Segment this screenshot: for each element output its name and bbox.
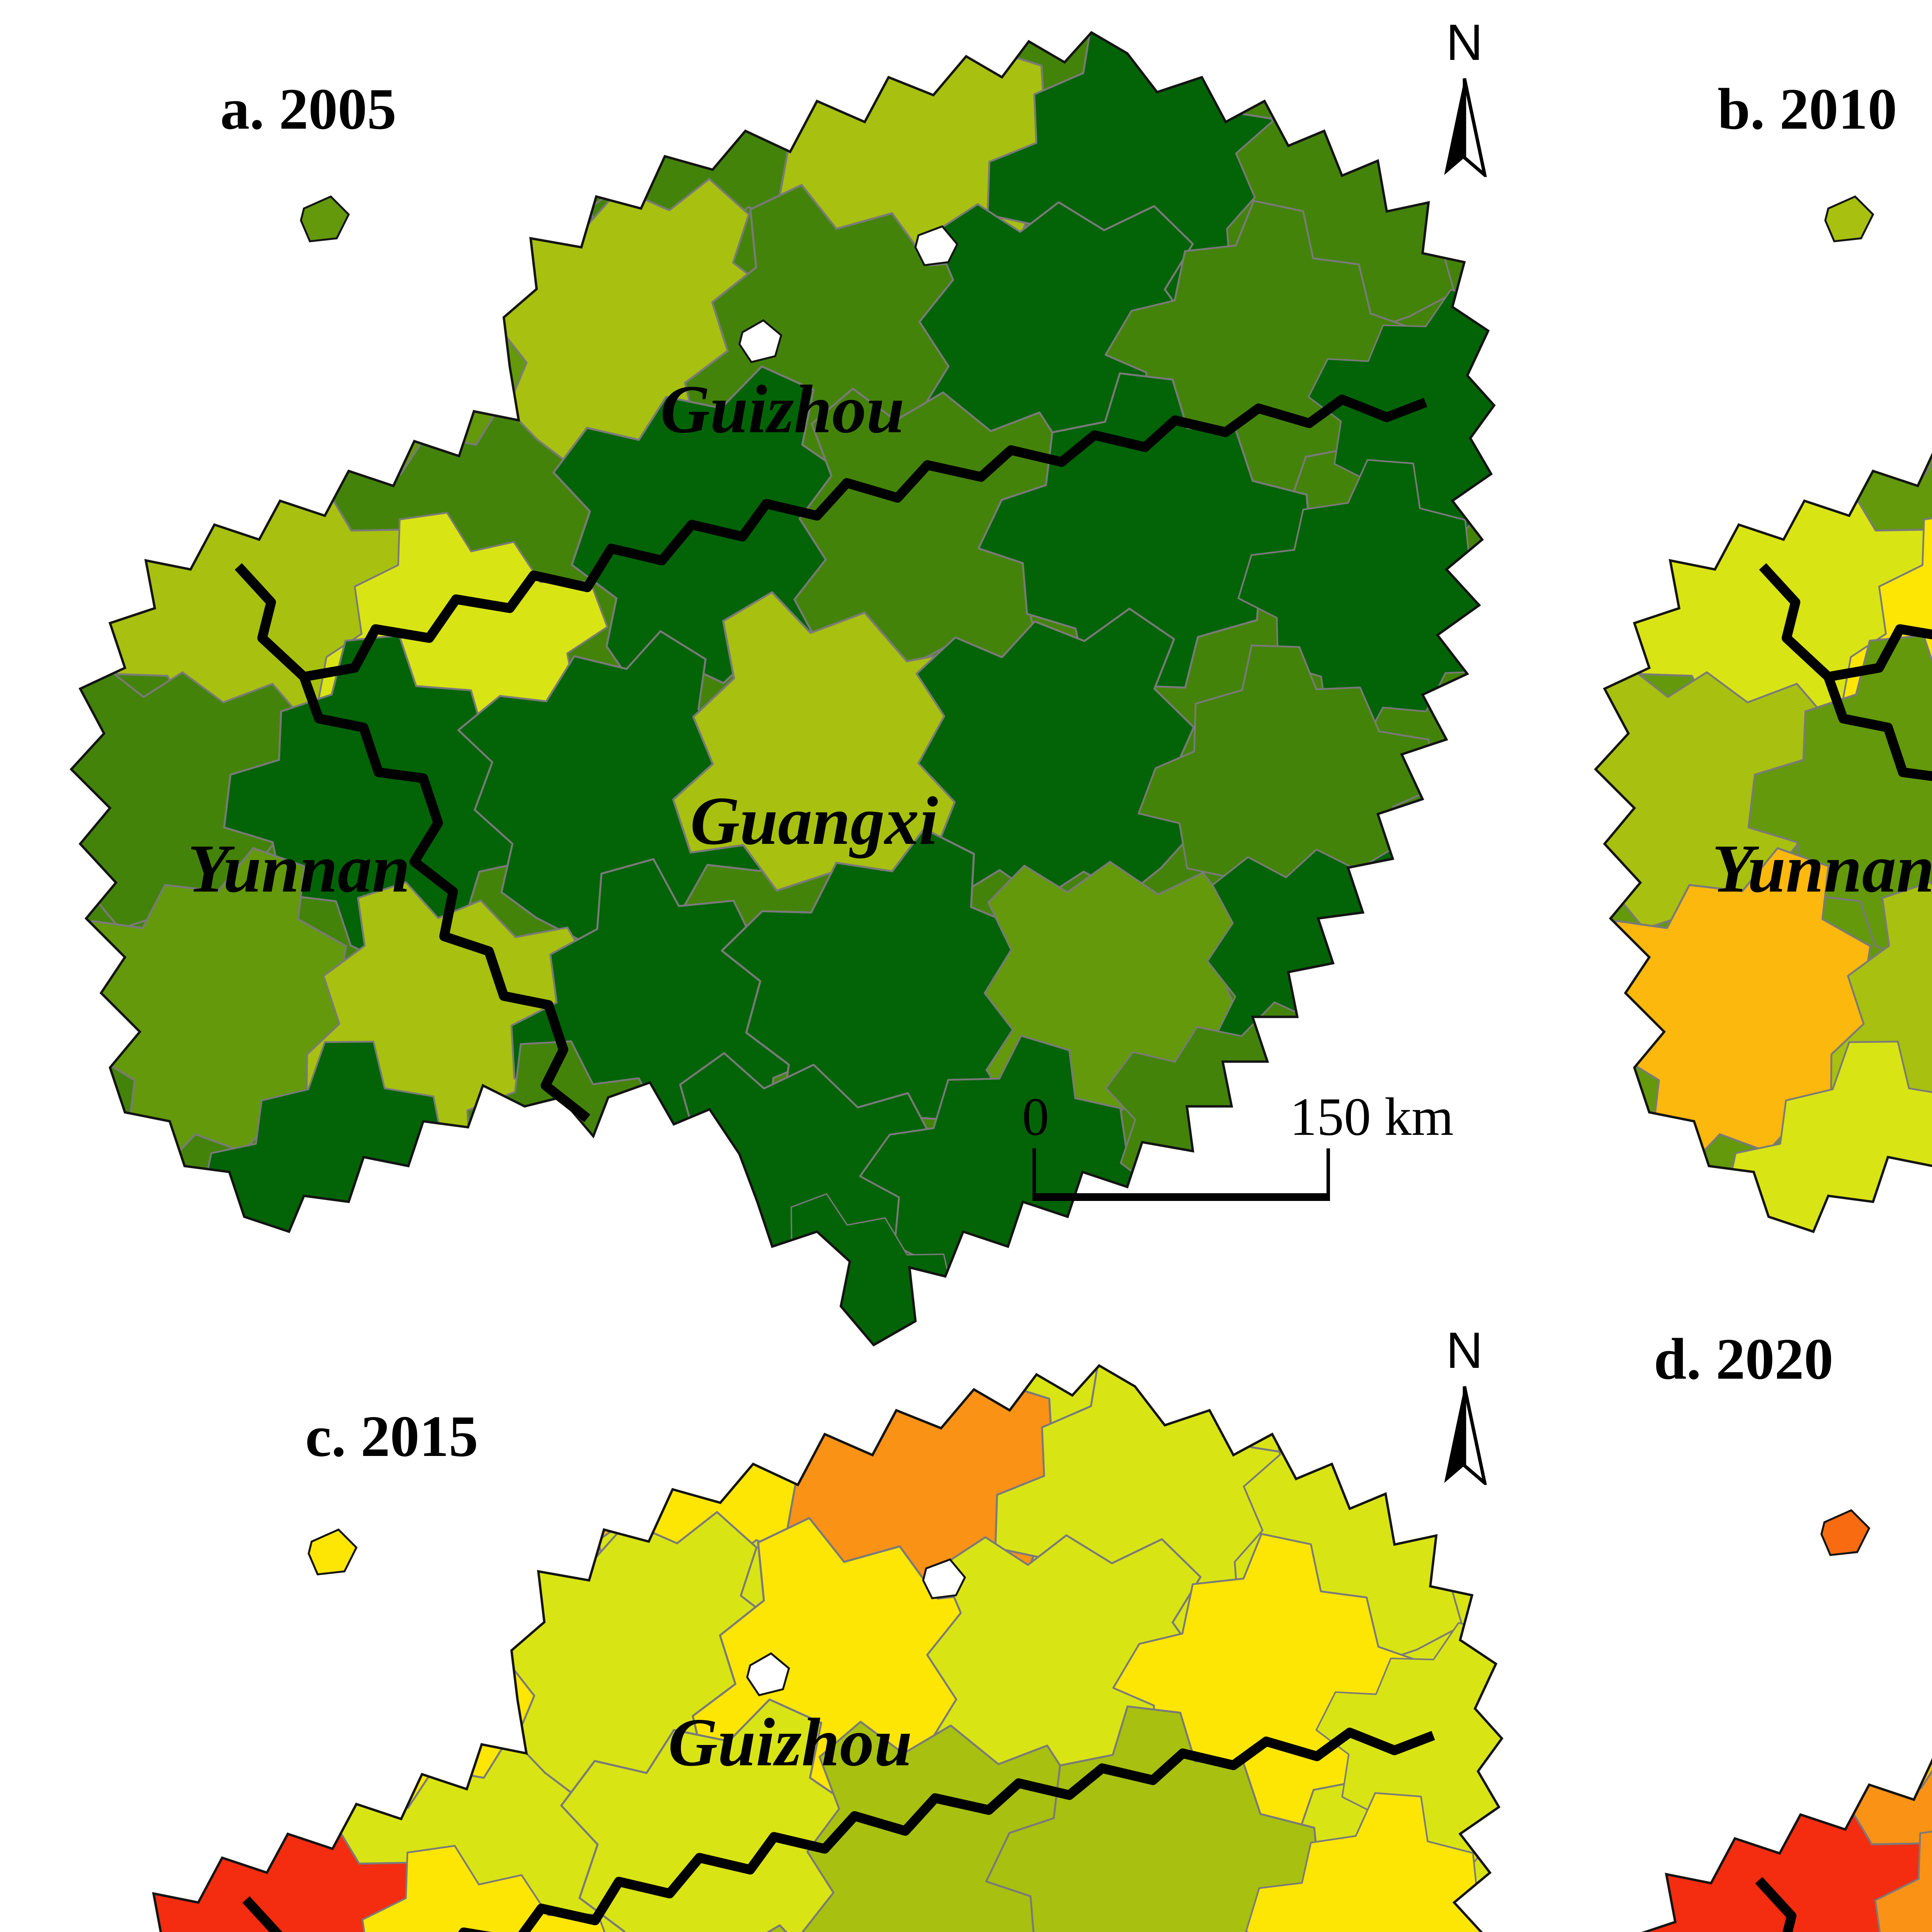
small-island <box>1821 1510 1869 1555</box>
north-arrow: N <box>1422 15 1507 177</box>
label-guangxi: Guangxi <box>690 783 938 859</box>
label-guizhou: Guizhou <box>668 1705 912 1781</box>
label-yunnan: Yunnan <box>187 831 410 906</box>
small-island <box>1825 197 1873 242</box>
map-2015: Guizhou Yunnan Guangxi <box>19 1345 1511 1932</box>
panel-title-2005: a. 2005 <box>220 77 396 141</box>
small-island <box>301 197 349 242</box>
scale-bar: 0 150 km <box>1020 1086 1454 1202</box>
county-cell <box>1856 12 1932 286</box>
scale-max: 150 km <box>1290 1087 1454 1147</box>
county-cell <box>1760 1431 1932 1816</box>
map-2005: Guizhou Yunnan Guangxi <box>12 12 1503 1354</box>
panel-title-2015: c. 2015 <box>305 1404 478 1469</box>
scale-bracket <box>1032 1148 1330 1201</box>
north-label: N <box>1446 1322 1483 1379</box>
north-label: N <box>1446 14 1483 71</box>
north-arrow-icon <box>1444 1386 1487 1485</box>
north-arrow: N <box>1422 1323 1507 1485</box>
county-cell <box>1764 117 1932 502</box>
label-guizhou: Guizhou <box>660 372 905 447</box>
label-yunnan: Yunnan <box>1712 831 1932 906</box>
scale-zero: 0 <box>1022 1087 1049 1147</box>
map-2010: Guizhou Yunnan Guangxi <box>1536 12 1932 1354</box>
county-cell <box>1852 1325 1932 1599</box>
panel-title-2010: b. 2010 <box>1718 77 1897 141</box>
north-arrow-icon <box>1444 78 1487 177</box>
panel-title-2020: d. 2020 <box>1654 1327 1833 1391</box>
map-2020: Guizhou Yunnan Guangxi <box>1532 1325 1932 1932</box>
small-island <box>309 1530 357 1575</box>
